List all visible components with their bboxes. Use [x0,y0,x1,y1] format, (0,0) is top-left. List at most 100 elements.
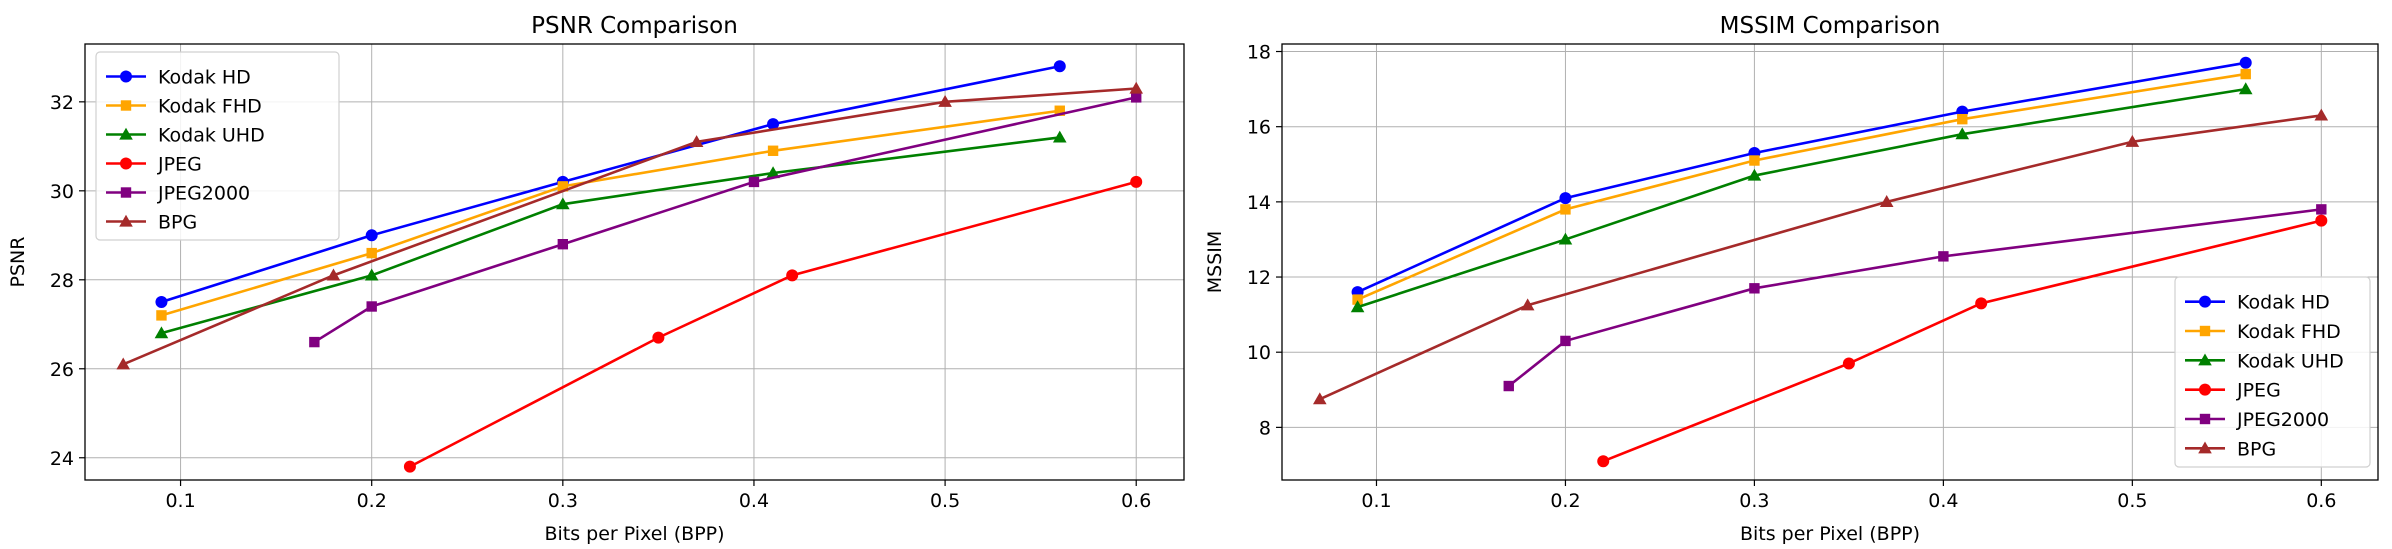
series-kodak-fhd [1352,68,2251,305]
data-point [767,145,779,156]
data-point [1130,175,1143,188]
data-point [786,269,799,282]
legend-marker [120,100,132,111]
x-tick-label: 0.3 [548,490,578,512]
x-tick-label: 0.4 [739,490,769,512]
series-line [1357,87,2246,309]
legend-item: Kodak FHD [106,96,262,118]
data-point [1955,127,1970,140]
series-jpeg2000 [309,92,1142,348]
series-line [1357,72,2246,301]
legend-label: JPEG [157,154,202,176]
series-line [409,180,1137,468]
data-point [1129,81,1144,94]
data-point [1842,357,1855,370]
x-tick-label: 0.3 [1739,490,1769,512]
data-point [556,197,570,210]
data-point [154,326,169,339]
legend-marker [2199,295,2211,308]
chart-panel-1: 0.1 0.2 0.3 0.4 0.5 0.6 24 26 28 30 32 PSNR Compari… [7,13,1185,545]
legend-label: JPEG2000 [157,183,250,205]
data-point [116,357,131,370]
data-point [1560,204,1571,215]
data-point [366,247,377,259]
data-point [1558,232,1573,245]
data-point [1352,294,1363,305]
legend-item: BPG [106,212,197,234]
data-point [1503,380,1514,392]
chart-title: MSSIM Comparison [1720,13,1941,39]
data-point [557,239,569,250]
legend-label: Kodak HD [158,67,251,89]
legend-marker [120,157,132,170]
x-tick-label: 0.5 [2117,490,2147,512]
data-point [2315,214,2328,227]
data-point [309,336,320,348]
legend-marker [2198,353,2212,366]
data-point [155,296,168,309]
data-point [689,135,704,147]
legend-item: BPG [2185,438,2276,460]
data-point [2314,108,2329,121]
legend-item: Kodak HD [2185,292,2330,314]
data-point [1938,251,1949,262]
y-tick-label: 12 [1247,267,1271,289]
data-point [365,229,378,242]
x-tick-label: 0.5 [930,490,960,512]
legend-label: Kodak FHD [158,96,262,118]
legend-item: JPEG [106,154,202,176]
legend-label: JPEG2000 [2236,409,2329,431]
legend-box [95,51,340,241]
series-bpg [116,81,1144,370]
data-point [1597,455,1610,468]
chart-title: PSNR Comparison [531,13,738,39]
x-tick-label: 0.4 [1928,490,1958,512]
series-line [1357,61,2246,294]
data-point [1749,283,1760,294]
y-tick-label: 18 [1247,42,1271,64]
y-axis-label: MSSIM [1204,231,1226,294]
data-point [1131,92,1142,103]
plot-frame [84,43,1185,481]
legend-marker [2199,383,2211,396]
series-kodak-fhd [156,105,1065,321]
legend-marker [2198,441,2212,454]
x-tick-label: 0.6 [1121,490,1151,512]
y-tick-label: 14 [1247,192,1271,214]
legend-marker [119,214,133,227]
x-axis-label: Bits per Pixel (BPP) [1740,523,1920,545]
data-point [2239,56,2252,69]
data-point [2125,134,2140,147]
data-point [1879,195,1894,207]
series-kodak-uhd [154,130,1067,339]
data-point [652,331,665,344]
legend-item: JPEG [2185,380,2281,402]
y-tick-label: 8 [1259,417,1271,439]
legend-item: Kodak UHD [2185,350,2344,372]
data-point [1520,298,1535,311]
data-point [1957,113,1968,125]
data-point [766,166,780,179]
data-point [156,310,167,321]
data-point [1559,192,1572,205]
legend: Kodak HD Kodak FHD Kodak UHD JPEG JPEG2000 BP… [2174,276,2371,468]
y-tick-label: 30 [50,181,74,203]
series-kodak-uhd [1350,82,2253,313]
data-point [938,95,952,107]
data-point [1975,297,1988,310]
data-point [2240,68,2251,80]
x-axis-label: Bits per Pixel (BPP) [544,523,724,545]
data-point [403,460,416,473]
y-tick-label: 24 [50,448,74,470]
legend-item: Kodak FHD [2185,321,2341,343]
legend-label: BPG [2237,438,2276,460]
y-tick-label: 26 [50,359,74,381]
y-tick-label: 28 [50,270,74,292]
x-tick-label: 0.1 [165,490,195,512]
series-kodak-hd [1351,56,2252,299]
legend-item: JPEG2000 [106,183,250,205]
legend-label: Kodak UHD [158,125,265,147]
legend-marker [2199,413,2211,425]
data-point [366,301,377,312]
